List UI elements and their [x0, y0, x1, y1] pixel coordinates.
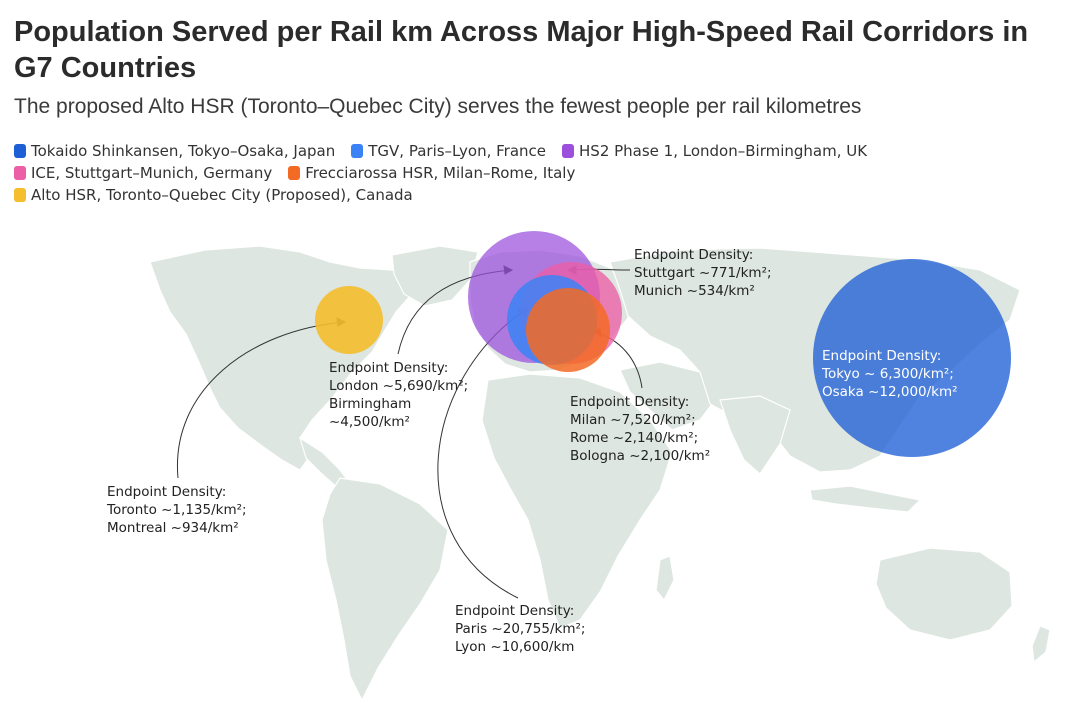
legend-label-alto: Alto HSR, Toronto–Quebec City (Proposed)…	[31, 186, 413, 204]
annotation-frecciarossa-line3: Bologna ~2,100/km²	[570, 448, 710, 464]
annotation-tokaido-heading: Endpoint Density:	[822, 348, 941, 364]
annotation-alto-line1: Toronto ~1,135/km²;	[106, 502, 247, 518]
legend-swatch-tgv	[351, 144, 364, 158]
legend-item-ice: ICE, Stuttgart–Munich, Germany	[14, 164, 272, 182]
legend-label-frecciarossa: Frecciarossa HSR, Milan–Rome, Italy	[305, 164, 576, 182]
bubble-frecciarossa	[526, 288, 610, 372]
legend-swatch-alto	[14, 188, 26, 202]
annotation-ice-line2: Munich ~534/km²	[634, 283, 755, 299]
connector-alto	[176, 321, 346, 479]
legend: Tokaido Shinkansen, Tokyo–Osaka, Japan T…	[14, 140, 1054, 206]
chart-title: Population Served per Rail km Across Maj…	[14, 16, 1029, 84]
legend-row-3: Alto HSR, Toronto–Quebec City (Proposed)…	[14, 184, 1054, 206]
annotation-hs2-heading: Endpoint Density:	[329, 360, 448, 376]
annotation-tgv-line2: Lyon ~10,600/km	[455, 639, 574, 655]
annotation-hs2-line1: London ~5,690/km²;	[329, 378, 468, 394]
legend-row-1: Tokaido Shinkansen, Tokyo–Osaka, Japan T…	[14, 140, 1054, 162]
land-south-america	[321, 477, 449, 702]
land-madagascar	[655, 555, 675, 602]
annotation-ice-line1: Stuttgart ~771/km²;	[634, 265, 772, 281]
annotation-tgv: Endpoint Density: Paris ~20,755/km²; Lyo…	[455, 603, 585, 655]
land-india	[719, 395, 791, 475]
legend-item-tgv: TGV, Paris–Lyon, France	[351, 142, 546, 160]
annotation-tokaido-line1: Tokyo ~ 6,300/km²;	[821, 366, 954, 382]
annotation-tokaido-line2: Osaka ~12,000/km²	[822, 384, 958, 400]
land-australia	[875, 547, 1013, 641]
annotation-alto: Endpoint Density: Toronto ~1,135/km²; Mo…	[106, 484, 247, 536]
annotation-tgv-heading: Endpoint Density:	[455, 603, 574, 619]
land-north-america	[149, 245, 421, 471]
annotation-ice-heading: Endpoint Density:	[634, 247, 753, 263]
bubble-alto	[315, 286, 383, 354]
annotation-alto-heading: Endpoint Density:	[107, 484, 226, 500]
legend-swatch-frecciarossa	[288, 166, 301, 180]
legend-item-frecciarossa: Frecciarossa HSR, Milan–Rome, Italy	[288, 164, 575, 182]
land-africa	[481, 373, 673, 629]
legend-swatch-ice	[14, 166, 26, 180]
annotation-hs2-line2: Birmingham	[329, 396, 411, 412]
annotation-alto-line2: Montreal ~934/km²	[107, 520, 239, 536]
land-middle-east	[619, 361, 719, 431]
legend-label-tokaido: Tokaido Shinkansen, Tokyo–Osaka, Japan	[31, 142, 336, 160]
legend-item-tokaido: Tokaido Shinkansen, Tokyo–Osaka, Japan	[14, 142, 335, 160]
legend-label-ice: ICE, Stuttgart–Munich, Germany	[31, 164, 273, 182]
chart-subtitle: The proposed Alto HSR (Toronto–Quebec Ci…	[14, 95, 862, 118]
land-greenland	[391, 245, 479, 307]
legend-label-hs2: HS2 Phase 1, London–Birmingham, UK	[579, 142, 868, 160]
land-indonesia	[809, 485, 922, 513]
bubble-tokaido	[813, 259, 1011, 457]
annotation-frecciarossa: Endpoint Density: Milan ~7,520/km²; Rome…	[570, 394, 710, 464]
annotation-frecciarossa-heading: Endpoint Density:	[570, 394, 689, 410]
annotation-frecciarossa-line1: Milan ~7,520/km²;	[570, 412, 696, 428]
annotation-ice: Endpoint Density: Stuttgart ~771/km²; Mu…	[634, 247, 772, 299]
legend-label-tgv: TGV, Paris–Lyon, France	[368, 142, 547, 160]
legend-item-alto: Alto HSR, Toronto–Quebec City (Proposed)…	[14, 186, 413, 204]
bubble-layer	[315, 231, 1011, 457]
legend-swatch-hs2	[562, 144, 575, 158]
legend-item-hs2: HS2 Phase 1, London–Birmingham, UK	[562, 142, 867, 160]
annotation-hs2: Endpoint Density: London ~5,690/km²; Bir…	[329, 360, 468, 430]
annotation-hs2-line3: ~4,500/km²	[329, 414, 410, 430]
land-new-zealand	[1031, 625, 1051, 664]
legend-row-2: ICE, Stuttgart–Munich, Germany Frecciaro…	[14, 162, 1054, 184]
legend-swatch-tokaido	[14, 144, 26, 158]
annotation-tokaido: Endpoint Density: Tokyo ~ 6,300/km²; Osa…	[821, 348, 958, 400]
annotation-tgv-line1: Paris ~20,755/km²;	[455, 621, 585, 637]
annotation-frecciarossa-line2: Rome ~2,140/km²;	[570, 430, 698, 446]
